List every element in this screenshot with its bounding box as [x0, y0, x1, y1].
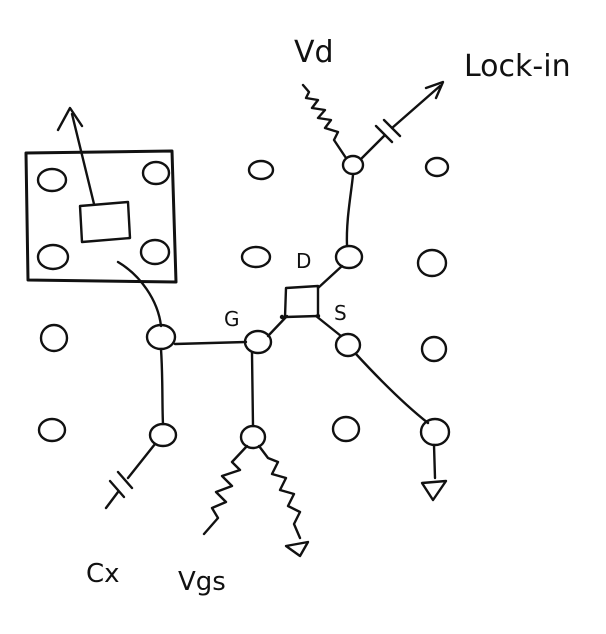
- connected-pads: [145, 154, 451, 450]
- vd-label: Vd: [294, 35, 334, 70]
- gate-label: G: [224, 307, 240, 331]
- gate-pad: [243, 329, 273, 355]
- package-arrow-head: [56, 106, 84, 132]
- vgs-resistor-left: [202, 444, 249, 536]
- ground-pad: [419, 417, 451, 447]
- cx-label: Cx: [86, 559, 120, 589]
- drain-label: D: [296, 249, 311, 273]
- package-die: [78, 200, 132, 244]
- contact-pads: [37, 156, 450, 443]
- lockin-capacitor: [359, 80, 445, 161]
- vgs-pad: [239, 424, 267, 450]
- vgs-resistor-right: [257, 444, 310, 558]
- source-label: S: [334, 301, 347, 325]
- cx-capacitor: [104, 442, 157, 510]
- ground-icon: [420, 479, 448, 502]
- vgs-ground-icon: [284, 540, 310, 558]
- transistor: [283, 284, 320, 319]
- wires: [116, 173, 430, 428]
- source-pad: [334, 332, 362, 358]
- chip-package: [24, 106, 178, 284]
- package-arrow-shaft: [70, 112, 96, 206]
- cx-pad: [148, 422, 178, 448]
- lockin-label: Lock-in: [464, 49, 571, 84]
- ground-symbol: [420, 443, 448, 502]
- drain-pad: [334, 244, 364, 270]
- vgs-label: Vgs: [178, 567, 226, 597]
- terminal-dots: [279, 313, 321, 320]
- package-pad: [145, 323, 177, 351]
- vd-resistor: [301, 83, 348, 160]
